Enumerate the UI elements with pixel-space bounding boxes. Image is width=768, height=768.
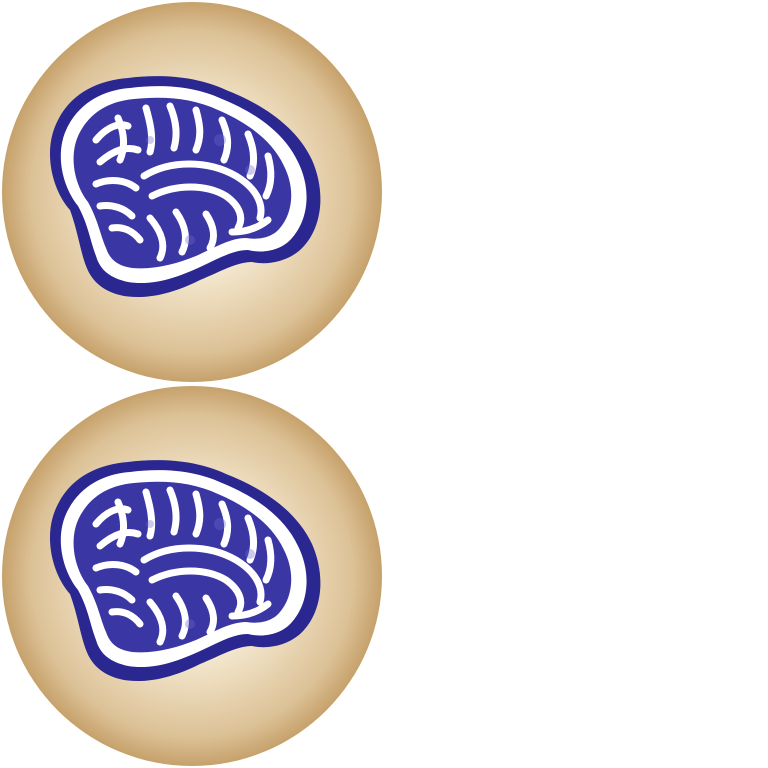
brain-badge-svg (2, 2, 382, 382)
brain-badge-svg (2, 386, 382, 766)
blank-area (384, 0, 768, 768)
brain-badge-bottom (0, 384, 384, 768)
brain-badge-top (0, 0, 384, 384)
